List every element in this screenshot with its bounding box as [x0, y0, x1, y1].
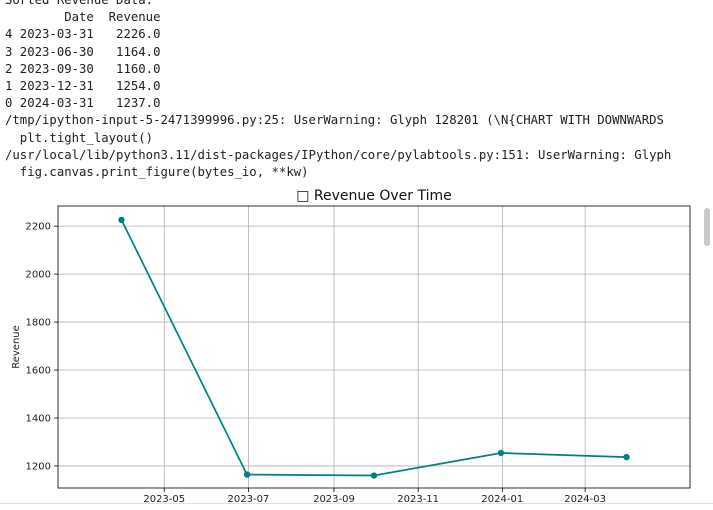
- plot-frame: [57, 205, 691, 489]
- x-tick-label: 2023-07: [228, 494, 270, 505]
- grid-lines: [58, 206, 690, 488]
- y-axis-label: Revenue: [11, 325, 22, 369]
- y-tick-label: 1800: [26, 318, 51, 329]
- x-tick-label: 2023-09: [313, 494, 355, 505]
- x-tick-label: 2023-11: [397, 494, 439, 505]
- x-tick-label: 2024-01: [481, 494, 523, 505]
- series-points: [118, 216, 630, 479]
- y-tick-label: 1600: [26, 366, 51, 377]
- y-tick-label: 1200: [26, 461, 51, 472]
- revenue-line-chart: □ Revenue Over Time 2023-05 2023-07 2023-0…: [11, 188, 691, 505]
- cell-bottom-border: [0, 503, 713, 504]
- data-point: [118, 216, 125, 224]
- y-tick-label: 1400: [26, 413, 51, 424]
- data-point: [497, 449, 505, 457]
- y-tick-label: 2000: [26, 270, 51, 281]
- axis-ticks: 2023-05 2023-07 2023-09 2023-11 2024-01 2024-…: [26, 222, 606, 505]
- data-point: [623, 453, 630, 461]
- series-line: [120, 219, 627, 477]
- x-tick-label: 2024-03: [564, 494, 606, 505]
- y-tick-label: 2200: [26, 222, 51, 233]
- output-scrollbar[interactable]: [704, 208, 710, 246]
- data-point: [243, 471, 251, 478]
- cell-output-text: Sorted Revenue Data: Date Revenue 4 2023…: [5, 0, 672, 180]
- chart-title: □ Revenue Over Time: [296, 188, 451, 204]
- data-point: [370, 472, 378, 479]
- x-tick-label: 2023-05: [143, 494, 185, 505]
